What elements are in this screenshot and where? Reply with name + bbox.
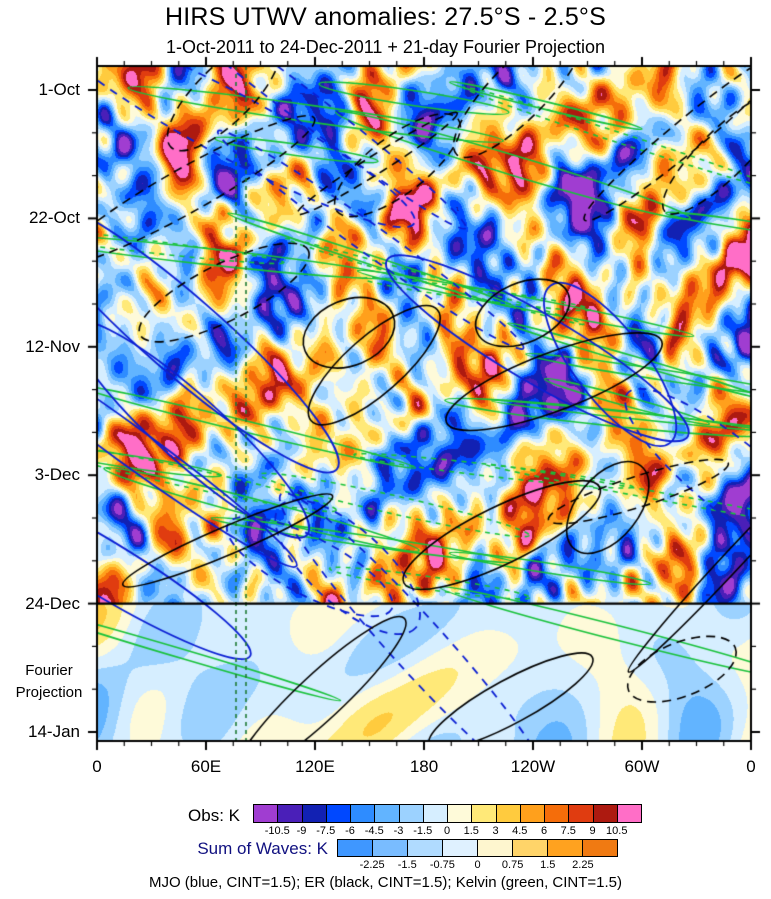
- x-tick-label: 60W: [624, 757, 660, 776]
- x-tick-label: 180: [409, 757, 439, 776]
- y-tick-label: 12-Nov: [25, 337, 80, 356]
- colorbar-tick-label: 0: [474, 859, 481, 871]
- colorbar-tick-label: 10.5: [606, 825, 628, 837]
- colorbar-segment: [448, 805, 473, 822]
- colorbar-tick-label: 4.5: [512, 825, 528, 837]
- legend-caption: MJO (blue, CINT=1.5); ER (black, CINT=1.…: [148, 874, 623, 891]
- fourier-annotation-line1: Fourier: [25, 662, 73, 679]
- chart-subtitle: 1-Oct-2011 to 24-Dec-2011 + 21-day Fouri…: [165, 37, 606, 57]
- y-tick-label: 24-Dec: [25, 594, 80, 613]
- colorbar-segment: [254, 805, 279, 822]
- colorbar-segment: [408, 840, 443, 856]
- colorbar-segment: [583, 840, 617, 856]
- colorbar-segment: [496, 805, 521, 822]
- colorbar-tick-label: -10.5: [264, 825, 290, 837]
- colorbar-segment: [472, 805, 497, 822]
- fourier-annotation-line2: Projection: [15, 684, 83, 701]
- colorbar-tick-label: 1.5: [463, 825, 479, 837]
- x-tick-label: 120E: [295, 757, 335, 776]
- colorbar-segment: [351, 805, 376, 822]
- colorbar-tick-label: 3: [492, 825, 499, 837]
- colorbar-tick-label: -2.25: [359, 859, 385, 871]
- colorbar-segment: [593, 805, 618, 822]
- colorbar-tick-label: 2.25: [572, 859, 594, 871]
- chart-title: HIRS UTWV anomalies: 27.5°S - 2.5°S: [164, 3, 607, 31]
- colorbar-segment: [478, 840, 513, 856]
- colorbar-segment: [302, 805, 327, 822]
- colorbar-tick-label: -3: [393, 825, 404, 837]
- colorbar-segment: [373, 840, 408, 856]
- colorbar-segment: [375, 805, 400, 822]
- y-tick-label: 1-Oct: [38, 80, 80, 99]
- colorbar-tick-label: 0.75: [501, 859, 524, 871]
- colorbar-segment: [278, 805, 303, 822]
- y-tick-label: 14-Jan: [28, 722, 80, 741]
- colorbar-segment: [443, 840, 478, 856]
- colorbar-tick-label: -1.5: [397, 859, 417, 871]
- x-tick-label: 60E: [190, 757, 222, 776]
- colorbar-segment: [338, 840, 373, 856]
- colorbar-tick-label: -1.5: [413, 825, 433, 837]
- colorbar-segment: [569, 805, 594, 822]
- colorbar-tick-label: 9: [589, 825, 596, 837]
- colorbar-tick-label: 6: [540, 825, 548, 837]
- fourier-projection-annotation: Fourier Projection: [2, 660, 96, 704]
- colorbar-tick-label: -9: [296, 825, 307, 837]
- colorbar-tick-label: -4.5: [364, 825, 384, 837]
- x-tick-label: 0: [746, 757, 756, 776]
- colorbar-segment: [617, 805, 641, 822]
- colorbar-segment: [423, 805, 448, 822]
- colorbar-tick-label: 1.5: [540, 859, 556, 871]
- colorbar-tick-label: 0: [443, 825, 451, 837]
- colorbar-tick-label: -0.75: [429, 859, 455, 871]
- colorbar-segment: [548, 840, 583, 856]
- waves-colorbar-label: Sum of Waves: K: [197, 839, 328, 858]
- colorbar-segment: [399, 805, 424, 822]
- obs-colorbar-label: Obs: K: [188, 806, 240, 825]
- waves-colorbar: [337, 839, 618, 857]
- colorbar-tick-label: -7.5: [316, 825, 336, 837]
- colorbar-segment: [545, 805, 570, 822]
- colorbar-segment: [326, 805, 351, 822]
- x-tick-label: 120W: [510, 757, 556, 776]
- y-tick-label: 22-Oct: [28, 208, 80, 227]
- colorbar-tick-label: 7.5: [560, 825, 576, 837]
- colorbar-segment: [520, 805, 545, 822]
- hovmoller-plot-canvas: [85, 54, 763, 753]
- obs-colorbar: [253, 804, 642, 823]
- colorbar-tick-label: -6: [345, 825, 355, 837]
- y-tick-label: 3-Dec: [34, 465, 80, 484]
- x-tick-label: 0: [92, 757, 102, 776]
- colorbar-segment: [513, 840, 548, 856]
